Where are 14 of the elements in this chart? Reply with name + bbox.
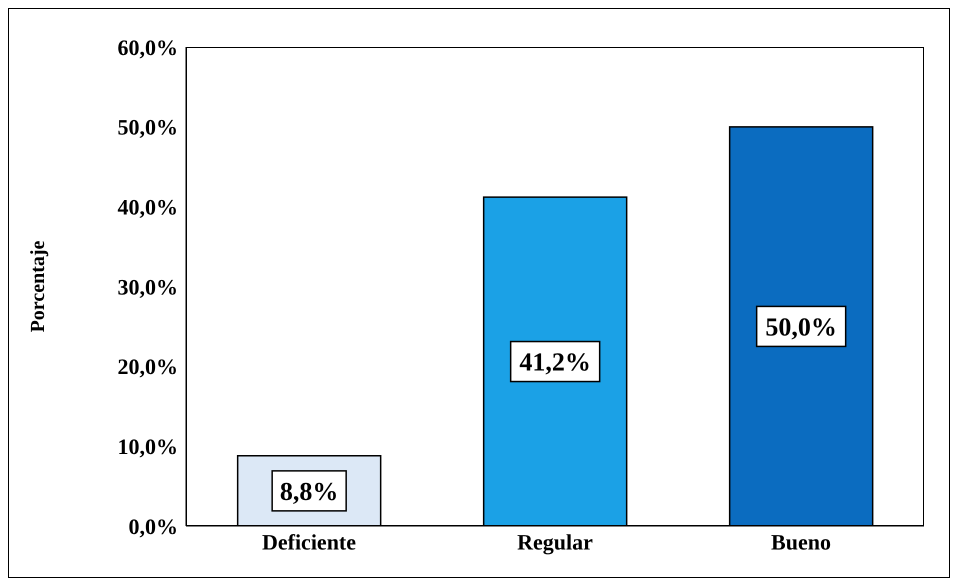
y-tick-label: 30,0%	[118, 274, 178, 300]
x-tick-label: Regular	[517, 530, 594, 555]
data-label: 50,0%	[765, 312, 837, 342]
data-label: 8,8%	[280, 476, 338, 506]
y-tick-label: 20,0%	[118, 354, 178, 380]
x-tick-label: Bueno	[771, 530, 831, 555]
data-label: 41,2%	[519, 348, 591, 377]
x-tick-label: Deficiente	[262, 530, 356, 555]
y-tick-label: 0,0%	[128, 514, 178, 539]
y-tick-label: 50,0%	[118, 114, 178, 140]
y-tick-label: 10,0%	[118, 434, 178, 459]
y-tick-label: 40,0%	[118, 194, 178, 220]
y-axis-title: Porcentaje	[27, 240, 50, 332]
y-tick-label: 60,0%	[118, 34, 178, 60]
